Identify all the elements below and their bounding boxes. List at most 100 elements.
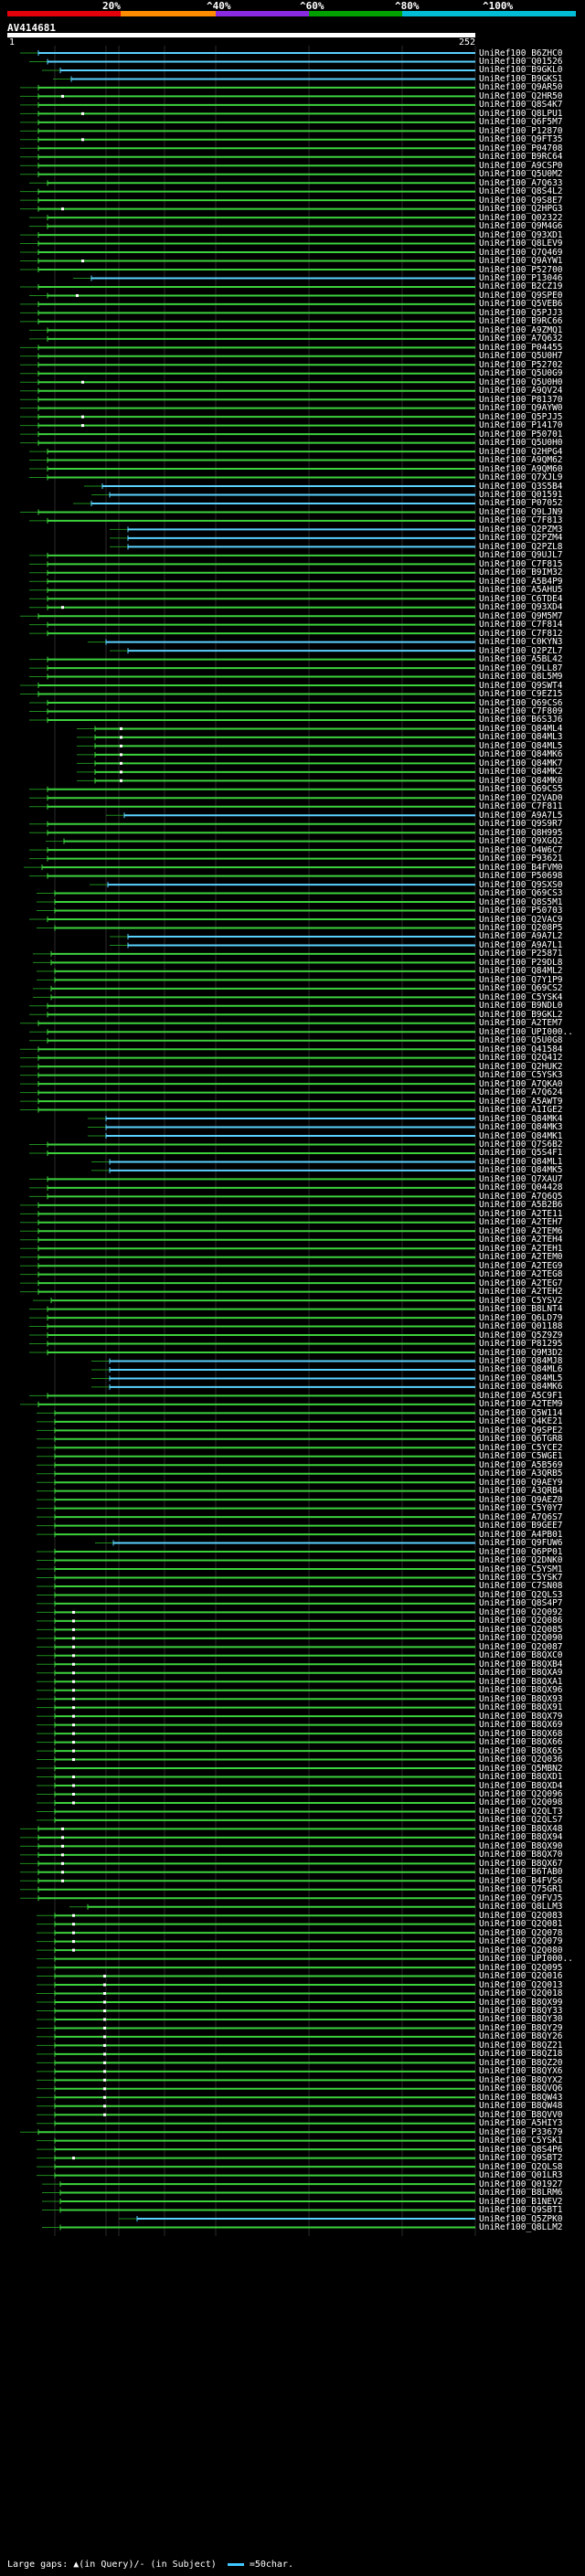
hit-label[interactable]: UniRef100_B1NEV2 (479, 2196, 563, 2207)
hit-label[interactable]: UniRef100_B2CZ19 (479, 281, 563, 292)
hit-label[interactable]: UniRef100_Q7XJL9 (479, 472, 563, 483)
hit-label[interactable]: UniRef100_B8QXA1 (479, 1676, 563, 1687)
hit-label[interactable]: UniRef100_B8QY29 (479, 2022, 563, 2033)
hit-label[interactable]: UniRef100_B8QVV0 (479, 2109, 563, 2120)
hit-label[interactable]: UniRef100_Q2Q078 (479, 1927, 563, 1938)
hit-label[interactable]: UniRef100_Q2QLS7 (479, 1815, 563, 1826)
hit-label[interactable]: UniRef100_B8QX68 (479, 1728, 563, 1739)
hit-label[interactable]: UniRef100_Q2Q036 (479, 1754, 563, 1765)
hit-label[interactable]: UniRef100_Q2PZL8 (479, 541, 563, 552)
hit-label[interactable]: UniRef100_Q2Q081 (479, 1919, 563, 1930)
hit-label[interactable]: UniRef100_A5C9F1 (479, 1390, 563, 1401)
hit-label[interactable]: UniRef100_A7Q633 (479, 177, 563, 188)
hit-label[interactable]: UniRef100_A2TEG8 (479, 1269, 563, 1280)
hit-label[interactable]: UniRef100_Q5MBN2 (479, 1763, 563, 1774)
hit-label[interactable]: UniRef100_B8QXC0 (479, 1650, 563, 1661)
hit-label[interactable]: UniRef100_Q9AR50 (479, 82, 563, 93)
hit-label[interactable]: UniRef100_A2TEG7 (479, 1277, 563, 1288)
hit-label[interactable]: UniRef100_Q9LL87 (479, 663, 563, 673)
hit-label[interactable]: UniRef100_Q5VEB6 (479, 299, 563, 310)
hit-label[interactable]: UniRef100_Q02322 (479, 212, 563, 223)
hit-label[interactable]: UniRef100_B8QY33 (479, 2005, 563, 2016)
hit-label[interactable]: UniRef100_Q2QLS3 (479, 1589, 563, 1600)
hit-label[interactable]: UniRef100_B9GKL0 (479, 65, 563, 76)
hit-label[interactable]: UniRef100_Q2PZL7 (479, 645, 563, 656)
hit-label[interactable]: UniRef100_Q69CS5 (479, 784, 563, 795)
hit-label[interactable]: UniRef100_C0KYN3 (479, 637, 563, 648)
hit-label[interactable]: UniRef100_Q9FT35 (479, 134, 563, 145)
hit-label[interactable]: UniRef100_Q8S4L2 (479, 186, 563, 197)
hit-label[interactable]: UniRef100_A9A7L2 (479, 931, 563, 942)
hit-label[interactable]: UniRef100_P81370 (479, 394, 563, 405)
hit-label[interactable]: UniRef100_Q3S5B4 (479, 481, 563, 492)
hit-label[interactable]: UniRef100_Q6F5M7 (479, 117, 563, 128)
hit-label[interactable]: UniRef100_B8QX96 (479, 1685, 563, 1696)
hit-label[interactable]: UniRef100_B6S3J6 (479, 715, 563, 726)
hit-label[interactable]: UniRef100_Q93XD1 (479, 229, 563, 240)
hit-label[interactable]: UniRef100_Q84ML3 (479, 732, 563, 743)
hit-label[interactable]: UniRef100_B8QX91 (479, 1702, 563, 1713)
hit-label[interactable]: UniRef100_Q2Q086 (479, 1616, 563, 1627)
hit-label[interactable]: UniRef100_P50703 (479, 906, 563, 917)
hit-label[interactable]: UniRef100_Q5U0H0 (479, 376, 563, 387)
hit-label[interactable]: UniRef100_Q6LD79 (479, 1312, 563, 1323)
hit-label[interactable]: UniRef100_Q2Q095 (479, 1962, 563, 1973)
hit-label[interactable]: UniRef100_B8QX93 (479, 1693, 563, 1704)
hit-label[interactable]: UniRef100_B9RC66 (479, 316, 563, 327)
hit-label[interactable]: UniRef100_Q2QLS8 (479, 2161, 563, 2172)
hit-label[interactable]: UniRef100_Q8S4P6 (479, 2144, 563, 2155)
hit-label[interactable]: UniRef100_B8QZ20 (479, 2057, 563, 2068)
hit-label[interactable]: UniRef100_B8QYX2 (479, 2074, 563, 2085)
hit-label[interactable]: UniRef100_Q9SPE2 (479, 1425, 563, 1436)
hit-label[interactable]: UniRef100_B6ZHC0 (479, 48, 563, 58)
hit-label[interactable]: UniRef100_A7Q624 (479, 1087, 563, 1098)
hit-label[interactable]: UniRef100_Q2Q016 (479, 1971, 563, 1982)
hit-label[interactable]: UniRef100_A4PB01 (479, 1529, 563, 1540)
hit-label[interactable]: UniRef100_Q2PZM4 (479, 533, 563, 544)
hit-label[interactable]: UniRef100_Q2VAC9 (479, 914, 563, 925)
hit-label[interactable]: UniRef100_Q01591 (479, 489, 563, 500)
hit-label[interactable]: UniRef100_Q8L5M9 (479, 672, 563, 683)
hit-label[interactable]: UniRef100_Q9XGQ2 (479, 836, 563, 847)
hit-label[interactable]: UniRef100_Q93XD4 (479, 602, 563, 613)
hit-label[interactable]: UniRef100_B8QX69 (479, 1720, 563, 1731)
hit-label[interactable]: UniRef100_Q2Q092 (479, 1606, 563, 1617)
hit-label[interactable]: UniRef100_B9GKS1 (479, 73, 563, 84)
hit-label[interactable]: UniRef100_Q5U0M2 (479, 169, 563, 180)
hit-label[interactable]: UniRef100_B9IM32 (479, 567, 563, 578)
hit-label[interactable]: UniRef100_Q04428 (479, 1182, 563, 1193)
hit-label[interactable]: UniRef100_Q69CS2 (479, 983, 563, 994)
hit-label[interactable]: UniRef100_Q5ZPK0 (479, 2213, 563, 2224)
hit-label[interactable]: UniRef100_Q84MK7 (479, 758, 563, 769)
hit-label[interactable]: UniRef100_B8QW48 (479, 2101, 563, 2112)
hit-label[interactable]: UniRef100_B8QXD1 (479, 1772, 563, 1783)
hit-label[interactable]: UniRef100_P25871 (479, 949, 563, 959)
hit-label[interactable]: UniRef100_Q2Q079 (479, 1936, 563, 1947)
hit-label[interactable]: UniRef100_P04708 (479, 143, 563, 154)
hit-label[interactable]: UniRef100_C5YSK3 (479, 1070, 563, 1081)
hit-label[interactable]: UniRef100_A9QM62 (479, 455, 563, 466)
hit-label[interactable]: UniRef100_Q9M4G6 (479, 221, 563, 232)
hit-label[interactable]: UniRef100_B9GKL2 (479, 1009, 563, 1020)
hit-label[interactable]: UniRef100_Q5PJJ5 (479, 411, 563, 422)
hit-label[interactable]: UniRef100_A9QM60 (479, 463, 563, 474)
hit-label[interactable]: UniRef100_Q84MK5 (479, 1165, 563, 1176)
hit-label[interactable]: UniRef100_A5B2B6 (479, 1200, 563, 1211)
hit-label[interactable]: UniRef100_Q01188 (479, 1321, 563, 1332)
hit-label[interactable]: UniRef100_Q5U0H7 (479, 351, 563, 362)
hit-label[interactable]: UniRef100_C5YSM1 (479, 1564, 563, 1574)
hit-label[interactable]: UniRef100_A5HIY3 (479, 2118, 563, 2129)
hit-label[interactable]: UniRef100_Q84ML5 (479, 740, 563, 751)
hit-label[interactable]: UniRef100_A9ZMQ1 (479, 324, 563, 335)
hit-label[interactable]: UniRef100_Q9FVJ5 (479, 1892, 563, 1903)
hit-label[interactable]: UniRef100_C7F811 (479, 801, 563, 812)
hit-label[interactable]: UniRef100_B8QX94 (479, 1832, 563, 1843)
hit-label[interactable]: UniRef100_A3QRB5 (479, 1468, 563, 1479)
hit-label[interactable]: UniRef100_B8QYX6 (479, 2066, 563, 2077)
hit-label[interactable]: UniRef100_Q84ML1 (479, 1156, 563, 1167)
hit-label[interactable]: UniRef100_Q5U0G8 (479, 1035, 563, 1046)
hit-label[interactable]: UniRef100_B8QZ18 (479, 2049, 563, 2060)
hit-label[interactable]: UniRef100_A7Q6Q5 (479, 1191, 563, 1202)
hit-label[interactable]: UniRef100_A5B569 (479, 1459, 563, 1470)
hit-label[interactable]: UniRef100_A5BL42 (479, 654, 563, 665)
